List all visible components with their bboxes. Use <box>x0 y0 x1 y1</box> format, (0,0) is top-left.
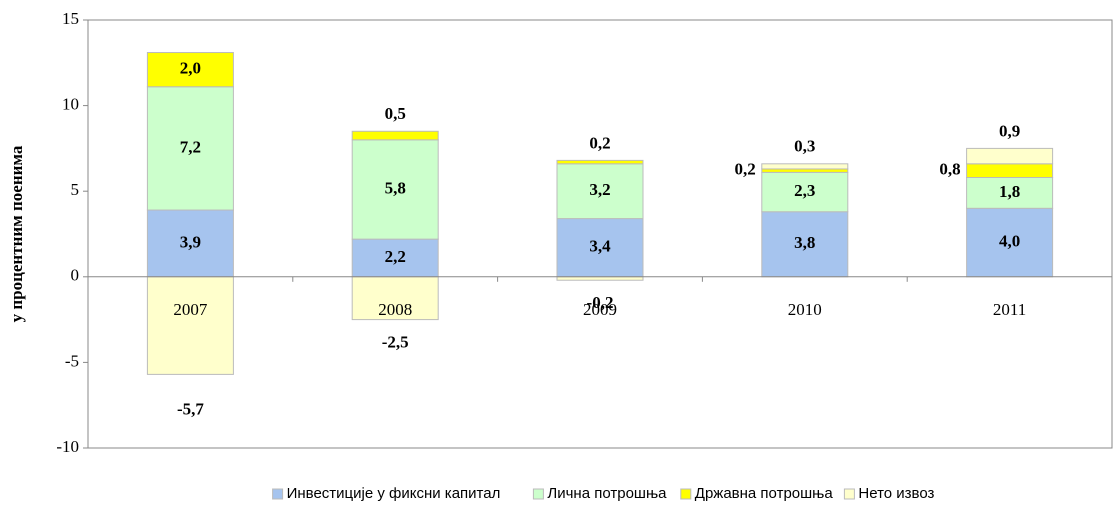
value-label: 3,4 <box>589 237 611 256</box>
bar-segment <box>556 218 644 278</box>
legend-swatch <box>680 488 692 500</box>
plot-area <box>87 19 1113 449</box>
bar-segment <box>146 86 234 211</box>
value-label: 7,2 <box>180 137 201 156</box>
value-label: 3,9 <box>180 232 201 251</box>
value-label: 3,8 <box>794 233 815 252</box>
legend-swatch <box>272 488 284 500</box>
bar-segment <box>146 52 234 88</box>
bar-segment <box>556 163 644 220</box>
bar-segment <box>146 276 234 375</box>
value-label: 4,0 <box>999 231 1020 250</box>
bar-segment <box>761 211 849 278</box>
value-label: 0,8 <box>939 160 960 179</box>
bar-segment <box>761 163 849 170</box>
value-label: 1,8 <box>999 182 1020 201</box>
bar-segment <box>556 276 644 281</box>
legend-label: Инвестиције у фиксни капитал <box>287 485 501 502</box>
legend-label: Нето извоз <box>858 485 934 502</box>
bar-segment <box>966 177 1054 209</box>
x-tick-label: 2011 <box>993 300 1026 319</box>
value-label: 0,5 <box>385 104 406 123</box>
legend-label: Лична потрошња <box>547 485 667 502</box>
legend-swatch <box>532 488 544 500</box>
x-tick-label: 2007 <box>173 300 208 319</box>
value-label: 0,2 <box>589 133 610 152</box>
value-label: -5,7 <box>177 399 204 418</box>
y-axis-label: у процентним поенима <box>7 145 26 322</box>
value-label: 2,3 <box>794 181 815 200</box>
x-tick-label: 2008 <box>378 300 412 319</box>
y-tick-label: 0 <box>71 266 80 285</box>
y-tick-label: 10 <box>62 95 79 114</box>
value-label: 2,0 <box>180 59 201 78</box>
bar-segment <box>351 276 439 321</box>
bar-segment <box>966 163 1054 179</box>
bar-segment <box>966 147 1054 165</box>
value-label: 0,3 <box>794 137 815 156</box>
bar-segment <box>761 171 849 213</box>
bar-segment <box>351 139 439 240</box>
y-tick-label: -10 <box>56 437 79 456</box>
value-label: -2,5 <box>382 333 409 352</box>
value-label: 0,2 <box>735 160 756 179</box>
bar-segment <box>761 168 849 173</box>
y-tick-label: 5 <box>71 180 80 199</box>
x-tick-label: 2009 <box>583 300 617 319</box>
bar-segment <box>351 130 439 141</box>
y-tick-label: -5 <box>65 351 79 370</box>
value-label: 2,2 <box>385 247 406 266</box>
y-tick-label: 15 <box>62 9 79 28</box>
value-label: 5,8 <box>385 178 406 197</box>
value-label: -0,2 <box>587 293 614 312</box>
legend-swatch <box>843 488 855 500</box>
legend-label: Државна потрошња <box>695 485 834 502</box>
value-label: 0,9 <box>999 121 1020 140</box>
x-tick-label: 2010 <box>788 300 822 319</box>
value-label: 3,2 <box>589 180 610 199</box>
bar-segment <box>556 159 644 165</box>
